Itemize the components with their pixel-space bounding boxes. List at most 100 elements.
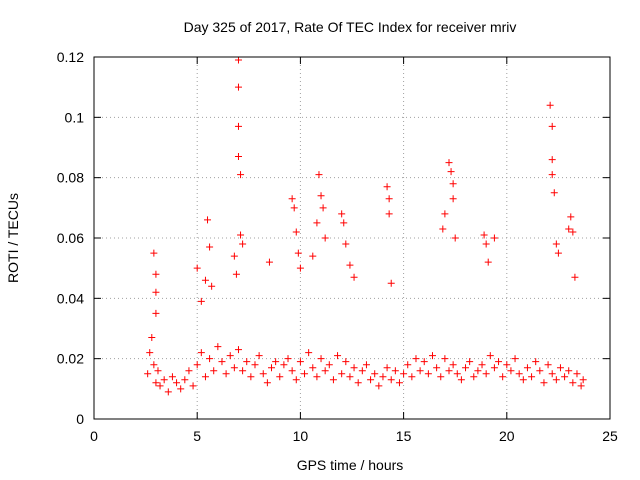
data-point <box>292 376 300 384</box>
data-point <box>334 352 342 360</box>
data-point <box>550 189 558 197</box>
data-point <box>144 370 152 378</box>
data-point <box>577 382 585 390</box>
data-point <box>408 373 416 381</box>
data-point <box>329 376 337 384</box>
data-point <box>503 361 511 369</box>
data-point <box>251 361 259 369</box>
data-point <box>201 373 209 381</box>
chart-title: Day 325 of 2017, Rate Of TEC Index for r… <box>184 19 517 35</box>
data-point <box>309 364 317 372</box>
data-point <box>340 219 348 227</box>
data-point <box>309 252 317 260</box>
data-point <box>346 373 354 381</box>
y-tick-label: 0.08 <box>57 170 84 186</box>
data-point <box>536 367 544 375</box>
y-tick-label: 0 <box>76 411 84 427</box>
data-point <box>243 358 251 366</box>
x-tick-label: 5 <box>193 428 201 444</box>
data-point <box>294 249 302 257</box>
data-point <box>379 373 387 381</box>
data-point <box>146 349 154 357</box>
data-point <box>358 367 366 375</box>
data-point <box>317 355 325 363</box>
data-point <box>234 153 242 161</box>
data-point <box>234 346 242 354</box>
data-point <box>567 213 575 221</box>
data-point <box>354 379 362 387</box>
data-point <box>437 373 445 381</box>
data-point <box>152 270 160 278</box>
y-tick-label: 0.02 <box>57 351 84 367</box>
data-point <box>519 376 527 384</box>
data-point <box>350 273 358 281</box>
data-point <box>548 156 556 164</box>
data-point <box>449 180 457 188</box>
data-point <box>445 159 453 167</box>
data-point <box>185 367 193 375</box>
data-point <box>457 376 465 384</box>
data-point <box>152 379 160 387</box>
x-tick-label: 0 <box>90 428 98 444</box>
data-point <box>466 358 474 366</box>
data-point <box>214 343 222 351</box>
data-point <box>152 288 160 296</box>
data-point <box>385 195 393 203</box>
data-point <box>552 240 560 248</box>
data-point <box>237 171 245 179</box>
data-point <box>321 367 329 375</box>
data-point <box>565 225 573 233</box>
data-point <box>150 249 158 257</box>
data-point <box>234 83 242 91</box>
data-point <box>276 373 284 381</box>
data-point <box>554 249 562 257</box>
data-point <box>571 273 579 281</box>
data-point <box>412 355 420 363</box>
data-point <box>197 349 205 357</box>
data-point <box>290 204 298 212</box>
data-point <box>189 382 197 390</box>
data-point <box>230 252 238 260</box>
data-point <box>284 355 292 363</box>
data-point <box>371 370 379 378</box>
data-point <box>247 373 255 381</box>
data-point <box>420 358 428 366</box>
data-point <box>177 385 185 393</box>
data-point <box>296 358 304 366</box>
data-point <box>206 243 214 251</box>
data-point <box>222 370 230 378</box>
x-tick-label: 25 <box>602 428 618 444</box>
x-tick-label: 15 <box>396 428 412 444</box>
data-point <box>268 364 276 372</box>
data-point <box>288 195 296 203</box>
data-point <box>556 364 564 372</box>
data-point <box>482 370 490 378</box>
data-point <box>375 382 383 390</box>
data-point <box>193 264 201 272</box>
data-point <box>449 361 457 369</box>
y-tick-label: 0.12 <box>57 49 84 65</box>
data-point <box>226 352 234 360</box>
data-point <box>168 373 176 381</box>
data-point <box>255 352 263 360</box>
data-point <box>490 234 498 242</box>
data-point <box>565 367 573 375</box>
data-point <box>490 364 498 372</box>
data-point <box>548 122 556 130</box>
data-point <box>548 171 556 179</box>
data-point <box>395 379 403 387</box>
y-tick-label: 0.06 <box>57 230 84 246</box>
data-point <box>292 228 300 236</box>
data-point <box>321 234 329 242</box>
data-point <box>280 361 288 369</box>
y-tick-label: 0.1 <box>65 109 85 125</box>
data-point <box>480 231 488 239</box>
data-points <box>144 56 587 396</box>
data-point <box>400 370 408 378</box>
data-point <box>532 358 540 366</box>
data-point <box>173 379 181 387</box>
data-point <box>433 364 441 372</box>
data-point <box>474 367 482 375</box>
data-point <box>462 364 470 372</box>
data-point <box>150 361 158 369</box>
